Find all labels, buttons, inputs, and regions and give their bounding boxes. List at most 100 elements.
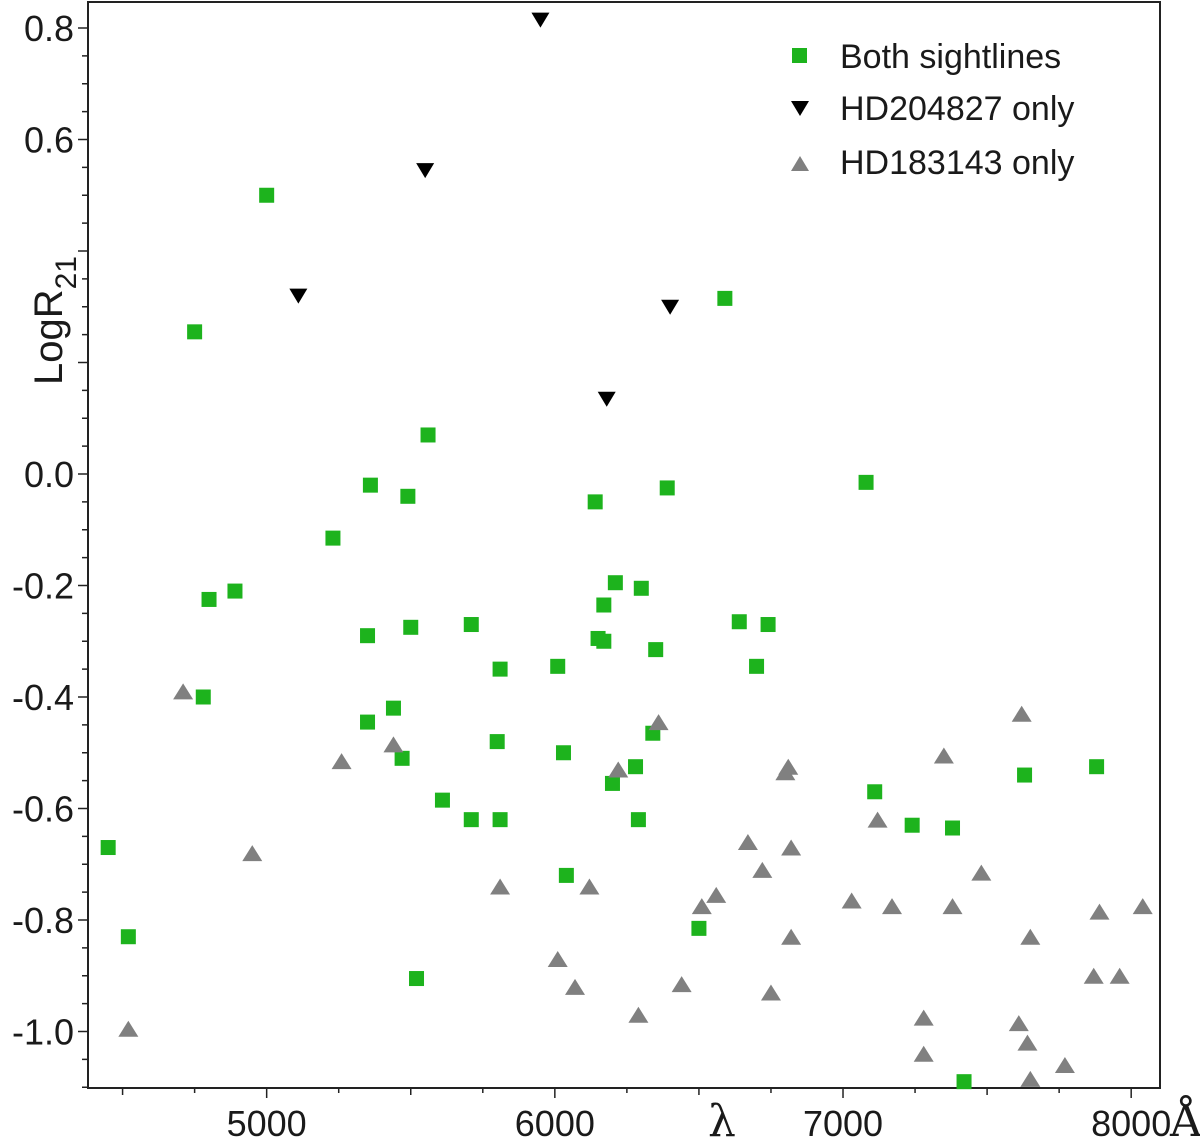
data-point-square: [100, 840, 116, 856]
data-point-triangle-down: [661, 299, 680, 315]
data-point-triangle-up: [671, 976, 692, 993]
data-point-square: [956, 1074, 972, 1090]
data-point-square: [904, 817, 920, 833]
y-tick-label: -0.4: [12, 677, 74, 718]
data-point-triangle-up: [565, 978, 586, 995]
data-point-square: [489, 734, 505, 750]
legend-label-both: Both sightlines: [840, 38, 1061, 76]
data-point-square: [731, 614, 747, 630]
data-point-triangle-up: [778, 758, 799, 775]
data-point-square: [400, 488, 416, 504]
y-tick-label: 0.0: [24, 454, 74, 495]
data-point-triangle-down: [289, 288, 308, 304]
x-axis-unit: Å: [1169, 1094, 1200, 1143]
data-point-square: [420, 427, 436, 443]
data-point-triangle-up: [752, 861, 773, 878]
data-point-triangle-up: [648, 714, 669, 731]
data-point-square: [394, 750, 410, 766]
data-point-square: [659, 480, 675, 496]
y-tick-label: -0.6: [12, 789, 74, 830]
data-point-triangle-down: [597, 391, 616, 407]
data-point-triangle-up: [760, 984, 781, 1001]
y-axis-label: LogR21: [27, 256, 83, 385]
x-tick-label: 6000: [515, 1103, 595, 1143]
data-point-triangle-up: [1020, 928, 1041, 945]
data-point-square: [867, 784, 883, 800]
data-point-square: [409, 971, 425, 987]
y-tick-label: -0.8: [12, 900, 74, 941]
data-point-square: [558, 867, 574, 883]
data-point-square: [633, 580, 649, 596]
legend-label-hd183143: HD183143 only: [840, 144, 1074, 182]
data-point-square: [607, 575, 623, 591]
data-point-square: [227, 583, 243, 599]
data-point-square: [463, 617, 479, 633]
y-tick-label: 0.8: [24, 8, 74, 49]
data-point-square: [463, 812, 479, 828]
data-point-triangle-down: [416, 163, 435, 179]
data-point-square: [325, 530, 341, 546]
data-point-square: [630, 812, 646, 828]
data-point-triangle-up: [608, 761, 629, 778]
x-tick-label: 8000: [1091, 1103, 1171, 1143]
plot-area: [100, 12, 1153, 1090]
data-point-square: [749, 658, 765, 674]
data-point-square: [648, 642, 664, 658]
data-point-triangle-up: [706, 886, 727, 903]
data-point-square: [385, 700, 401, 716]
data-point-triangle-up: [490, 878, 511, 895]
data-point-square: [691, 920, 707, 936]
data-point-triangle-up: [781, 928, 802, 945]
data-point-square: [362, 477, 378, 493]
x-tick-label: 5000: [227, 1103, 307, 1143]
legend-marker-hd183143: [791, 156, 809, 171]
data-point-triangle-up: [331, 753, 352, 770]
data-point-triangle-up: [1020, 1070, 1041, 1087]
data-point-triangle-up: [1083, 967, 1104, 984]
data-point-square: [760, 617, 776, 633]
data-point-triangle-up: [1089, 903, 1110, 920]
data-point-triangle-up: [1054, 1056, 1075, 1073]
data-point-square: [434, 792, 450, 808]
data-point-square: [201, 591, 217, 607]
data-point-triangle-up: [383, 736, 404, 753]
data-point-triangle-up: [913, 1009, 934, 1026]
data-point-triangle-up: [882, 898, 902, 915]
data-point-square: [587, 494, 603, 510]
data-point-triangle-up: [841, 892, 862, 909]
y-tick-label: -0.2: [12, 566, 74, 607]
data-point-square: [259, 187, 275, 203]
data-point-triangle-up: [971, 864, 992, 881]
x-axis: 5000 6000 7000 8000: [121, 1088, 1171, 1143]
data-point-square: [945, 820, 961, 836]
data-point-square: [120, 929, 136, 945]
data-point-triangle-up: [579, 878, 600, 895]
data-point-square: [596, 597, 612, 613]
data-point-triangle-up: [1109, 967, 1130, 984]
data-point-triangle-down: [531, 12, 550, 28]
data-point-triangle-up: [1008, 1015, 1029, 1032]
data-point-square: [858, 474, 874, 490]
y-tick-label: 0.6: [24, 120, 74, 161]
data-point-triangle-up: [942, 898, 963, 915]
data-point-triangle-up: [737, 833, 758, 850]
data-point-triangle-up: [118, 1020, 139, 1037]
data-point-triangle-up: [867, 811, 888, 828]
y-axis-label-subscript: 21: [50, 256, 83, 289]
data-point-triangle-up: [1017, 1034, 1038, 1051]
legend: Both sightlines HD204827 only HD183143 o…: [791, 38, 1074, 182]
data-point-triangle-up: [691, 898, 712, 915]
data-point-triangle-up: [547, 951, 568, 968]
data-point-square: [187, 324, 203, 340]
data-point-triangle-up: [173, 683, 194, 700]
data-point-square: [195, 689, 211, 705]
data-point-triangle-up: [933, 747, 954, 764]
data-point-triangle-up: [242, 845, 263, 862]
data-point-triangle-up: [628, 1006, 649, 1023]
data-point-square: [550, 658, 566, 674]
legend-marker-hd204827: [791, 101, 809, 116]
data-point-triangle-up: [1132, 898, 1153, 915]
data-point-square: [1017, 767, 1033, 783]
x-tick-label: 7000: [803, 1103, 883, 1143]
